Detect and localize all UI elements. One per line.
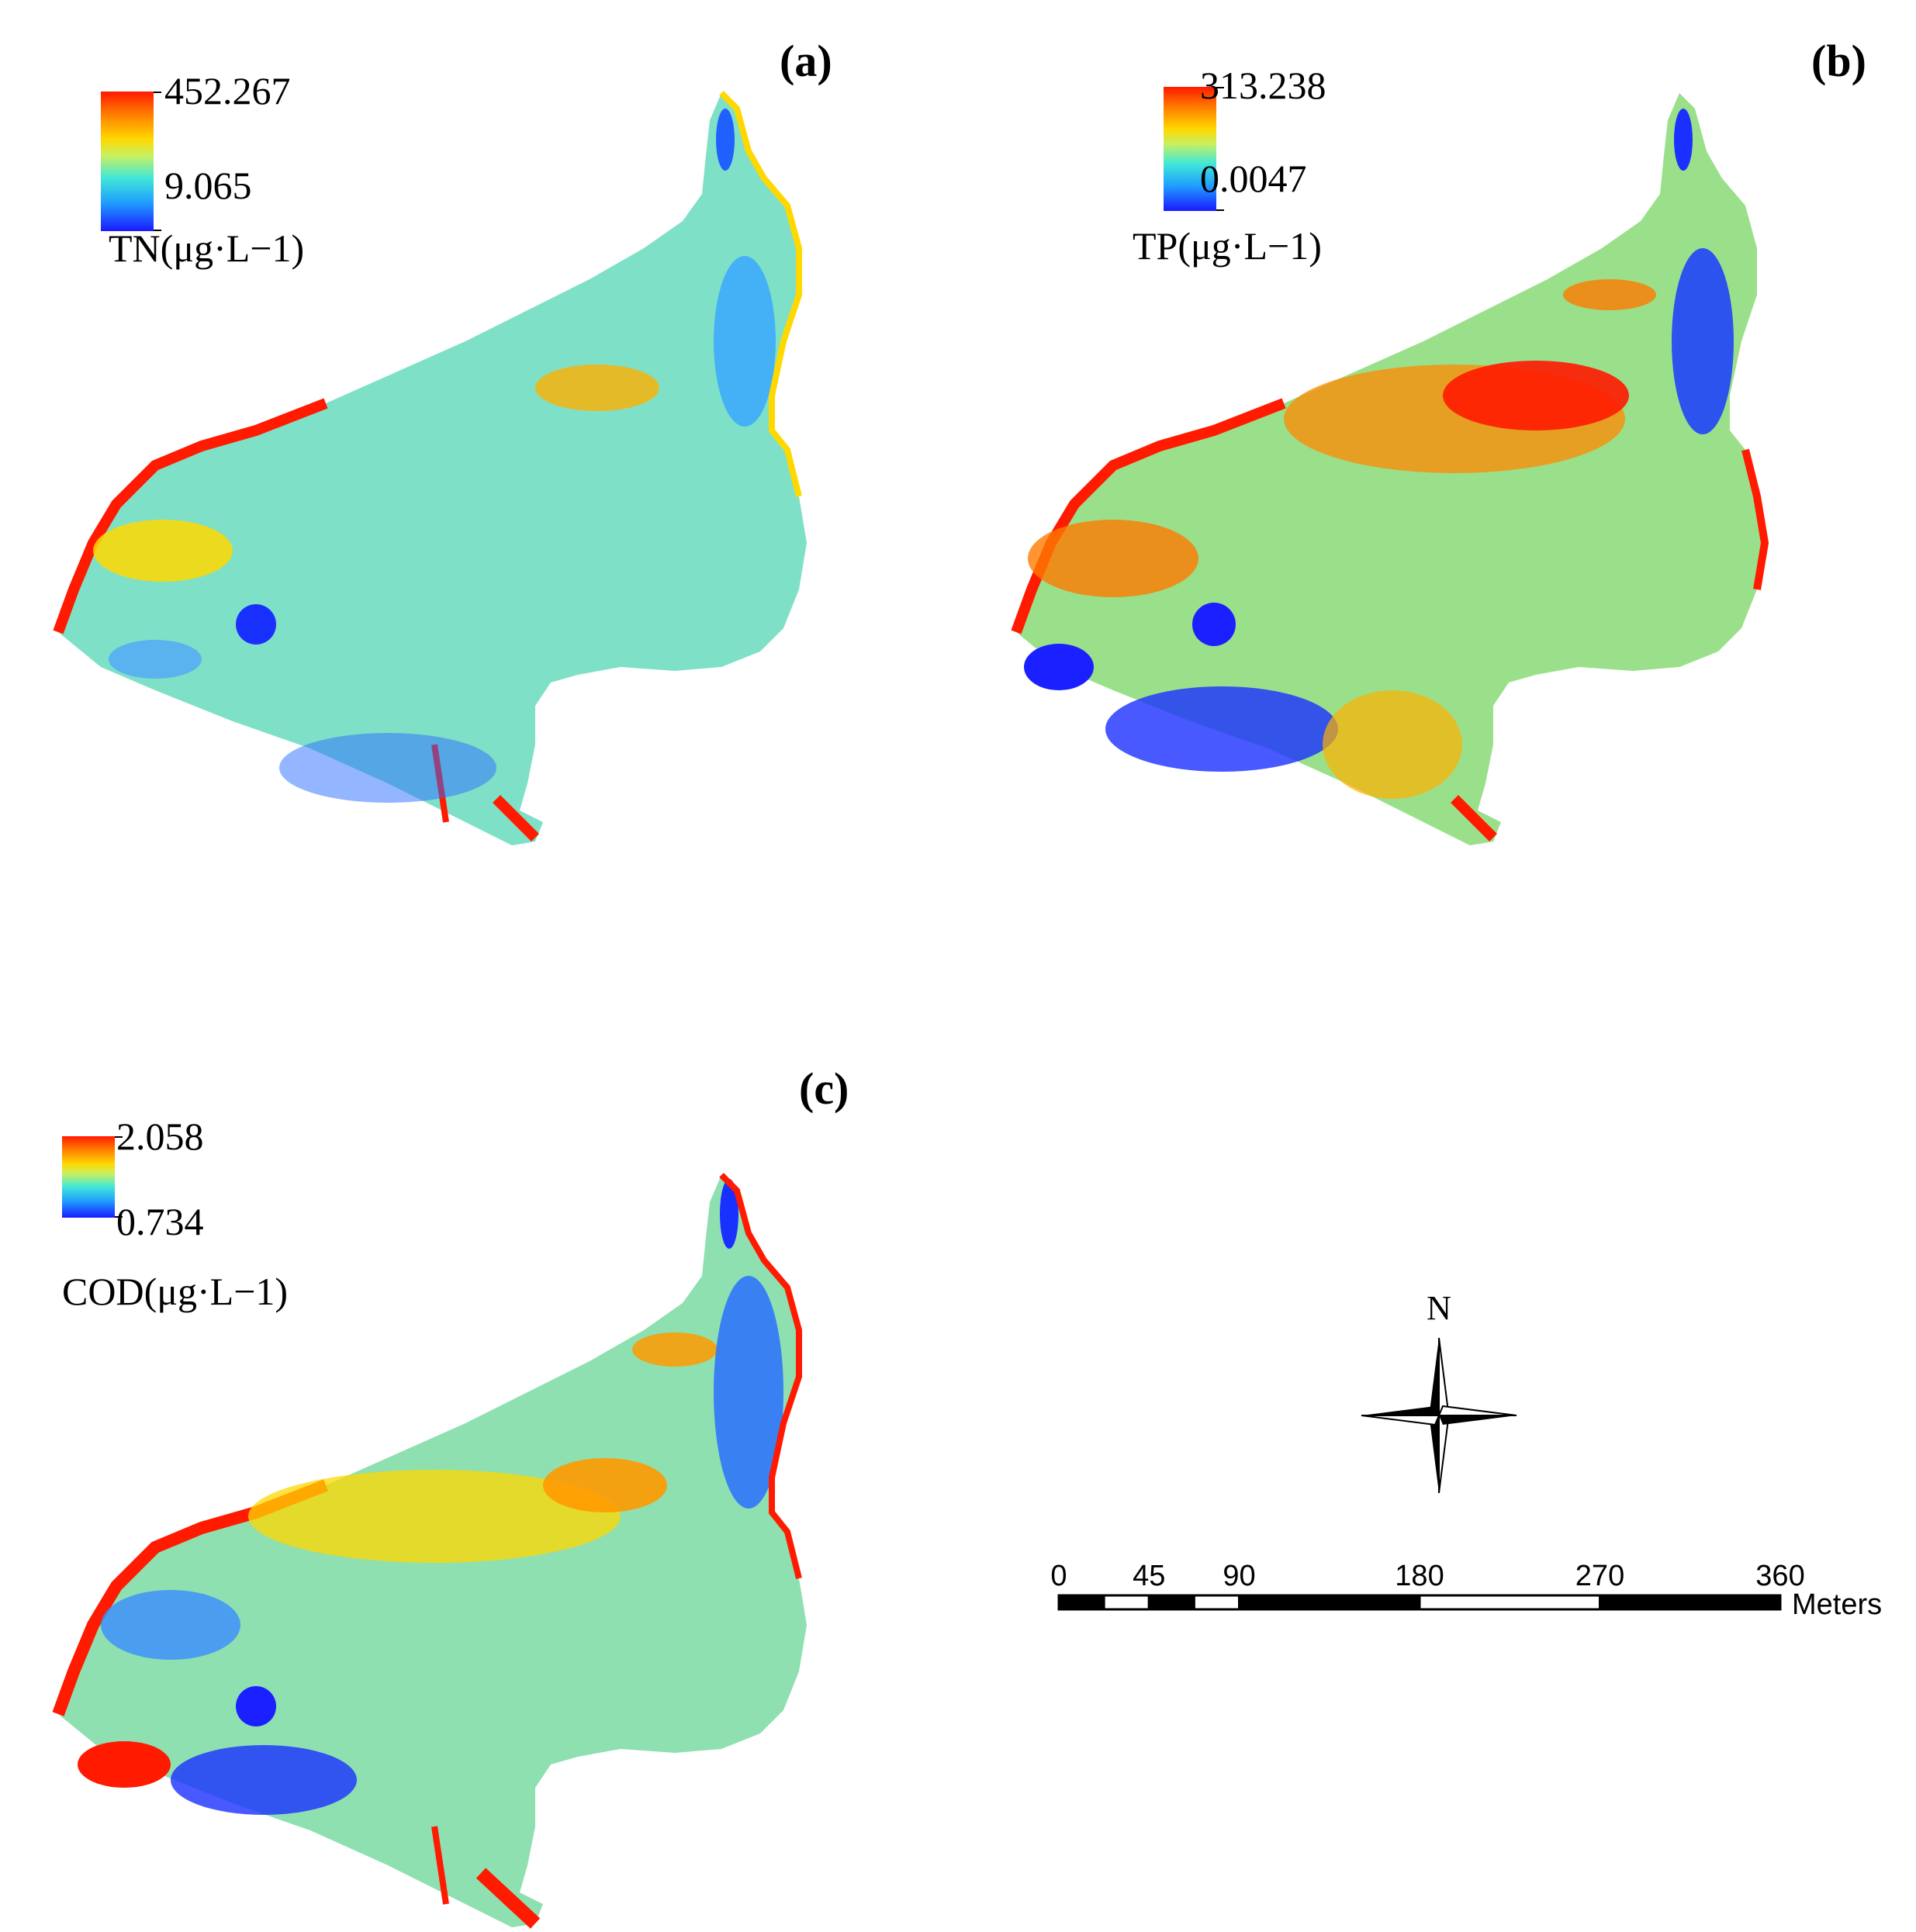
legend-color-ramp [1164, 87, 1216, 211]
legend-title: TP(μg·L−1) [1133, 224, 1322, 268]
legend-max-value: 452.267 [164, 69, 291, 112]
map-furniture-panel: N 0 45 90 180 270 360 Meters [958, 966, 1916, 1932]
scale-bar-tick-label: 45 [1133, 1560, 1166, 1592]
scale-bar-segment [1599, 1594, 1782, 1611]
scale-bar-segment [1102, 1594, 1150, 1611]
tn-map-panel: (a) 452.267 9.065 TN(μg·L−1) [0, 0, 958, 966]
panel-label: (b) [1811, 36, 1866, 86]
scale-bar [1057, 1594, 1782, 1611]
legend-tick [1216, 209, 1224, 211]
panel-label: (a) [780, 36, 832, 86]
legend-min-value: 0.0047 [1200, 157, 1307, 200]
legend-min-value: 9.065 [164, 164, 252, 207]
legend-tick [1216, 87, 1224, 88]
scale-bar-tick-label: 180 [1395, 1560, 1444, 1592]
cod-map-panel: (c) 2.058 0.734 COD(μg·L−1) [0, 966, 958, 1932]
legend-title: TN(μg·L−1) [109, 226, 305, 270]
legend-tick [154, 230, 161, 231]
legend-max-value: 2.058 [116, 1115, 204, 1158]
scale-bar-segment [1192, 1594, 1240, 1611]
tp-map [1011, 93, 1769, 845]
legend-tick [154, 92, 161, 93]
scale-bar-tick-label: 270 [1575, 1560, 1625, 1592]
scale-bar-segment [1147, 1594, 1195, 1611]
legend-min-value: 0.734 [116, 1200, 204, 1243]
tp-map-panel: (b) 313.238 0.0047 TP(μg·L−1) [958, 0, 1916, 966]
scale-bar-tick-label: 90 [1223, 1560, 1256, 1592]
scale-bar-segment [1418, 1594, 1601, 1611]
cod-map [52, 1173, 807, 1929]
scale-bar-segment [1057, 1594, 1105, 1611]
legend-tick [115, 1136, 123, 1138]
legend-title: COD(μg·L−1) [62, 1270, 289, 1313]
panel-label: (c) [799, 1063, 849, 1114]
scale-bar-segment [1238, 1594, 1421, 1611]
north-label: N [1427, 1289, 1451, 1327]
scale-bar-tick-label: 360 [1755, 1560, 1805, 1592]
legend-max-value: 313.238 [1200, 64, 1326, 107]
legend-tick [115, 1216, 123, 1218]
scale-bar-tick-label: 0 [1050, 1560, 1067, 1592]
tn-map [53, 91, 807, 845]
north-arrow-icon [1361, 1337, 1517, 1494]
scale-unit-label: Meters [1792, 1588, 1883, 1621]
legend-color-ramp [62, 1136, 115, 1218]
legend-color-ramp [101, 92, 154, 231]
